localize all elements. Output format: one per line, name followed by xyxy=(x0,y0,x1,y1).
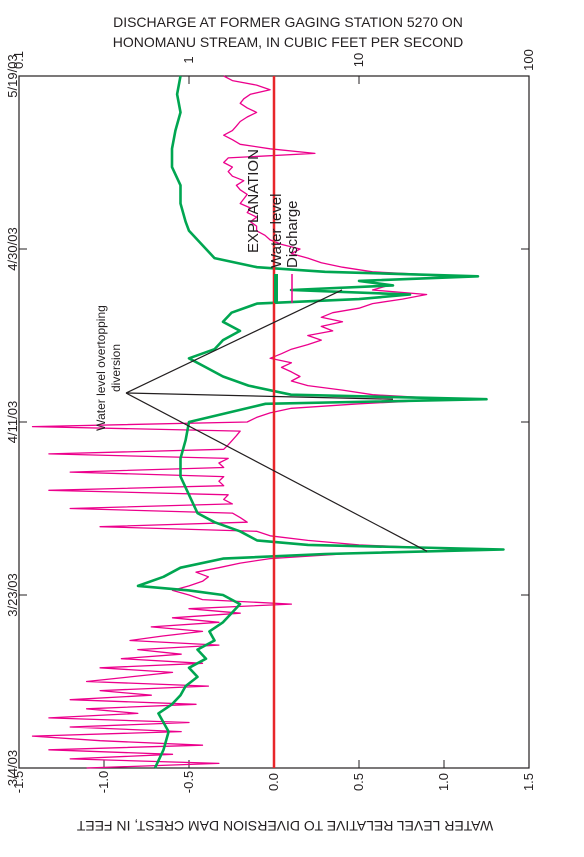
water-level-tick-label: 1.0 xyxy=(436,773,451,791)
x-tick-label: 4/30/03 xyxy=(5,227,20,270)
discharge-tick-label: 0.1 xyxy=(11,51,26,69)
series-line-water-level xyxy=(136,75,505,769)
legend-label-water-level: Water level xyxy=(268,194,285,268)
x-tick-label: 4/11/03 xyxy=(5,401,20,443)
discharge-tick-label: 10 xyxy=(351,53,366,67)
x-tick-label: 3/4/03 xyxy=(5,750,20,786)
chart-title-line-2: HONOMANU STREAM, IN CUBIC FEET PER SECON… xyxy=(113,34,464,50)
water-level-tick-label: -1.5 xyxy=(11,771,26,793)
series-layer xyxy=(31,75,505,769)
chart-title-line-1: DISCHARGE AT FORMER GAGING STATION 5270 … xyxy=(113,14,463,30)
axis-labels: 3/4/03 3/23/03 4/11/03 4/30/03 5/19/03 1.5 1.0… xyxy=(5,49,536,793)
water-level-tick-label: -0.5 xyxy=(181,771,196,793)
x-tick-label: 5/19/03 xyxy=(5,54,20,97)
water-level-tick-label: 0.0 xyxy=(266,773,281,791)
discharge-tick-label: 1 xyxy=(181,56,196,63)
x-tick-label: 3/23/03 xyxy=(5,573,20,616)
annotation-leader-line xyxy=(125,392,394,400)
plot-area: Water level overtopping diversion EXPLAN… xyxy=(18,75,530,769)
left-axis-title: WATER LEVEL RELATIVE TO DIVERSION DAM CR… xyxy=(76,818,493,834)
legend: EXPLANATION Water level Discharge xyxy=(245,149,301,303)
legend-label-discharge: Discharge xyxy=(284,200,301,268)
annotation-leader-line xyxy=(125,392,428,552)
annotation-leader-lines xyxy=(125,289,428,552)
annotation-line-2: diversion xyxy=(109,344,123,392)
water-level-tick-label: -1.0 xyxy=(96,771,111,793)
annotation-leader-line xyxy=(125,289,343,394)
legend-title: EXPLANATION xyxy=(245,149,262,253)
annotation-line-1: Water level overtopping xyxy=(94,305,108,431)
water-level-tick-label: 1.5 xyxy=(521,773,536,791)
water-level-tick-label: 0.5 xyxy=(351,773,366,791)
discharge-tick-label: 100 xyxy=(521,49,536,71)
series-line-discharge xyxy=(31,75,471,769)
